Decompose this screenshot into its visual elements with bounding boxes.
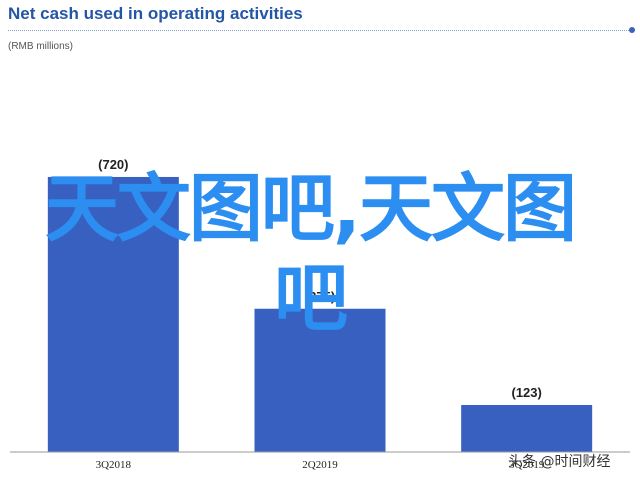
data-label-3Q2018: (720): [98, 157, 128, 172]
x-tick-label-3Q2019: 3Q2019: [509, 459, 545, 471]
data-label-2Q2019: (375): [305, 289, 335, 304]
x-tick-label-2Q2019: 2Q2019: [302, 459, 338, 471]
chart-subtitle: (RMB millions): [8, 41, 73, 52]
title-divider: [8, 30, 633, 31]
chart-title: Net cash used in operating activities: [8, 4, 303, 23]
data-label-3Q2019: (123): [511, 385, 541, 400]
title-divider-dot: [629, 27, 635, 33]
bar-2Q2019: [254, 308, 386, 452]
source-credit: 头条 @时间财经: [508, 454, 611, 470]
bar-3Q2019: [461, 405, 593, 452]
x-tick-label-3Q2018: 3Q2018: [96, 459, 132, 471]
bar-3Q2018: [47, 176, 179, 452]
